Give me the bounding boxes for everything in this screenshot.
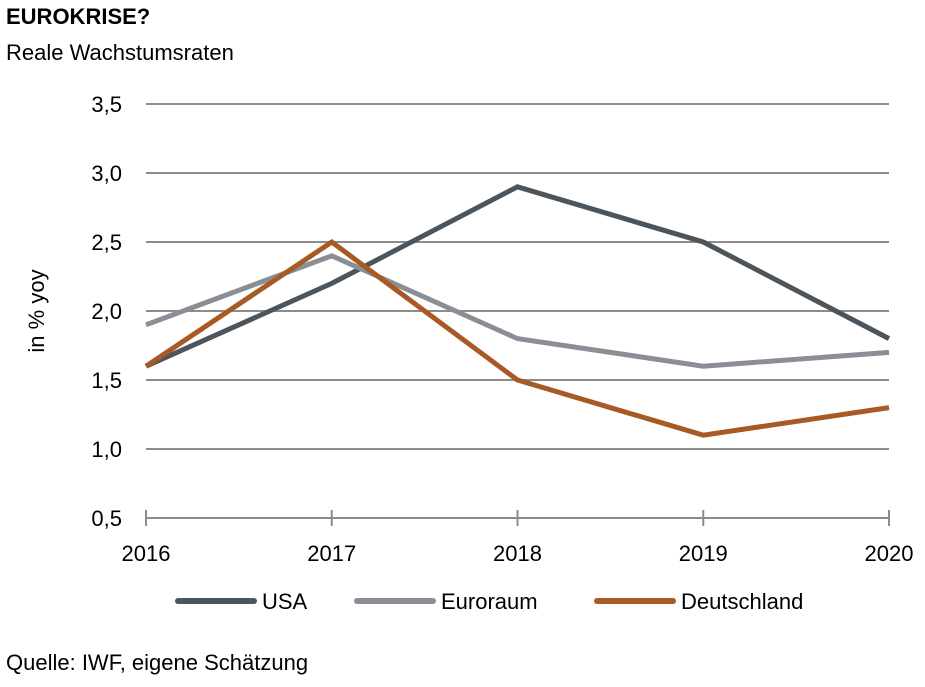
y-tick-label: 1,0 [91, 437, 122, 462]
y-tick-label: 2,5 [91, 230, 122, 255]
x-tick-label: 2019 [679, 541, 728, 566]
y-tick-label: 2,0 [91, 299, 122, 324]
y-axis-label: in % yoy [24, 269, 49, 352]
series-line-deutschland [144, 238, 890, 438]
chart-subtitle: Reale Wachstumsraten [6, 40, 234, 65]
y-tick-label: 3,5 [91, 92, 122, 117]
y-tick-label: 3,0 [91, 161, 122, 186]
legend-label: Euroraum [441, 589, 538, 614]
x-tick-label: 2016 [122, 541, 171, 566]
chart-title: EUROKRISE? [6, 4, 151, 29]
x-tick-label: 2017 [307, 541, 356, 566]
x-tick-label: 2020 [865, 541, 914, 566]
y-tick-label: 1,5 [91, 368, 122, 393]
series-line-usa [144, 184, 891, 369]
series-line-euroraum [145, 253, 890, 369]
x-tick-label: 2018 [493, 541, 542, 566]
legend-label: Deutschland [681, 589, 803, 614]
y-tick-label: 0,5 [91, 506, 122, 531]
source-note: Quelle: IWF, eigene Schätzung [6, 650, 309, 675]
legend-label: USA [262, 589, 308, 614]
